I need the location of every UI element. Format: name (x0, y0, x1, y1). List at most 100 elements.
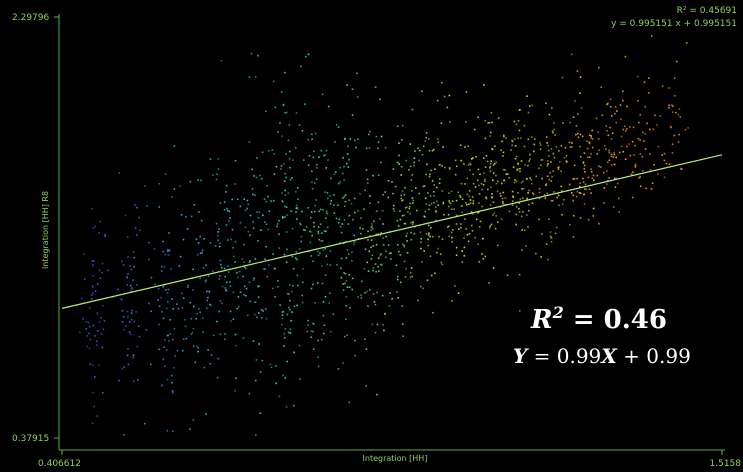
data-point (527, 192, 529, 194)
data-point (320, 338, 323, 341)
data-point (466, 203, 468, 206)
data-point (248, 76, 251, 78)
data-point (477, 211, 479, 214)
data-point (252, 340, 255, 342)
data-point (519, 167, 521, 170)
data-point (479, 220, 482, 223)
data-point (549, 172, 551, 174)
data-point (206, 290, 208, 293)
data-point (495, 174, 497, 177)
data-point (678, 133, 681, 136)
data-point (343, 219, 346, 221)
data-point (164, 253, 166, 256)
data-point (321, 93, 324, 96)
data-point (396, 275, 399, 278)
data-point (118, 379, 120, 382)
data-point (341, 172, 344, 175)
data-point (439, 164, 441, 166)
data-point (198, 211, 200, 213)
data-point (337, 368, 340, 370)
data-point (94, 225, 97, 228)
data-point (543, 194, 546, 196)
data-point (448, 205, 450, 208)
data-point (687, 127, 689, 129)
data-point (367, 305, 369, 307)
data-point (329, 330, 332, 333)
data-point (92, 264, 94, 267)
data-point (327, 105, 330, 108)
data-point (179, 255, 182, 258)
data-point (649, 153, 651, 155)
data-point (639, 176, 641, 178)
data-point (366, 178, 369, 181)
data-point (511, 204, 514, 206)
data-point (572, 199, 574, 202)
data-point (283, 163, 285, 165)
data-point (163, 346, 165, 349)
data-point (270, 366, 273, 369)
data-point (387, 244, 390, 246)
data-point (400, 197, 403, 200)
data-point (490, 223, 493, 226)
data-point (342, 197, 344, 199)
data-point (614, 186, 617, 188)
data-point (286, 248, 288, 251)
data-point (428, 233, 430, 236)
data-point (529, 158, 531, 160)
data-point (205, 413, 207, 415)
data-point (136, 234, 138, 236)
data-point (319, 208, 322, 211)
data-point (299, 222, 301, 225)
data-point (634, 165, 637, 168)
data-point (406, 251, 409, 254)
data-point (485, 196, 487, 198)
data-point (132, 354, 135, 356)
data-point (333, 173, 336, 175)
data-point (219, 202, 222, 204)
data-point (318, 210, 320, 213)
data-point (197, 242, 200, 244)
r2-overlay-value: = 0.46 (564, 305, 667, 335)
data-point (272, 80, 275, 83)
data-point (265, 317, 268, 320)
data-point (86, 345, 88, 348)
data-point (572, 236, 575, 238)
data-point (325, 230, 327, 233)
data-point (436, 186, 438, 189)
data-point (91, 285, 94, 288)
data-point (207, 296, 209, 299)
data-point (432, 191, 435, 193)
data-point (431, 150, 434, 152)
data-point (609, 98, 612, 101)
data-point (381, 209, 384, 212)
data-point (203, 237, 205, 240)
data-point (642, 131, 644, 134)
data-point (503, 135, 505, 138)
data-point (410, 231, 412, 234)
data-point (253, 313, 256, 316)
data-point (230, 238, 232, 241)
data-point (234, 183, 237, 185)
data-point (124, 214, 127, 217)
data-point (615, 121, 617, 124)
data-point (346, 286, 349, 288)
data-point (338, 218, 341, 220)
data-point (467, 164, 470, 166)
data-point (351, 114, 354, 116)
data-point (430, 274, 433, 277)
data-point (448, 200, 451, 203)
data-point (611, 115, 613, 117)
data-point (178, 265, 181, 267)
data-point (572, 116, 575, 118)
data-point (500, 218, 503, 221)
data-point (345, 318, 347, 321)
data-point (520, 181, 523, 184)
data-point (216, 173, 218, 175)
data-point (101, 262, 104, 265)
data-point (348, 401, 351, 404)
data-point (428, 208, 430, 211)
data-point (339, 166, 341, 169)
data-point (483, 84, 485, 86)
data-point (317, 232, 320, 235)
